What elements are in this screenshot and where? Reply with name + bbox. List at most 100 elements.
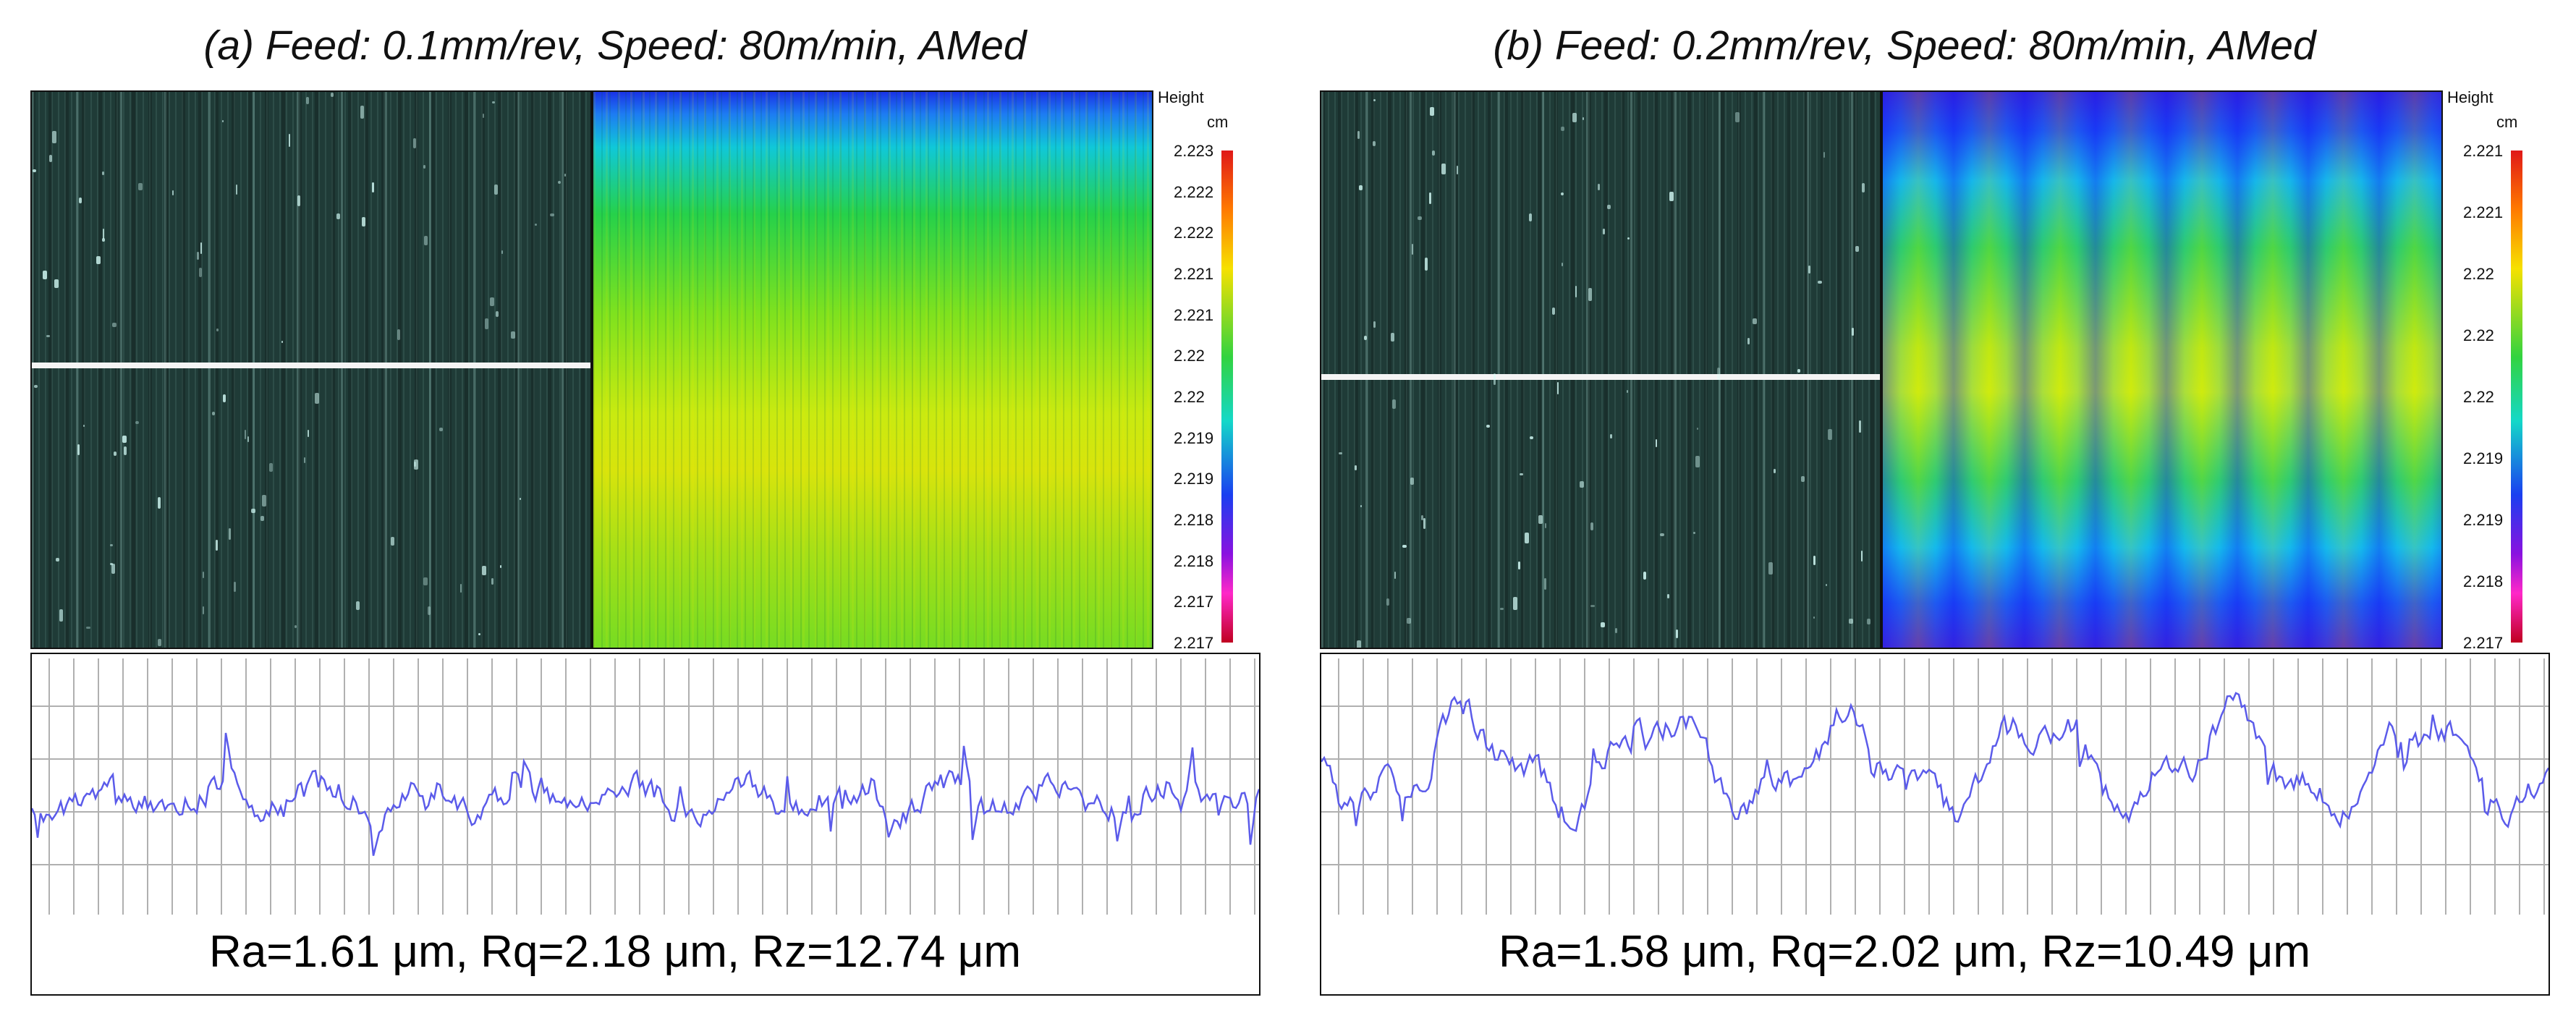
legend-tick-label: 2.218 [1174,511,1214,529]
micrograph-speck [124,446,127,455]
micrograph-speck [1867,619,1870,624]
micrograph-speck [1643,572,1646,580]
legend-tick-label: 2.219 [2463,449,2504,467]
micrograph-speck [59,609,63,622]
micrograph-speck [1402,545,1407,548]
micrograph-speck [1862,183,1865,192]
micrograph-speck [102,238,105,242]
panel-b-title: (b) Feed: 0.2mm/rev, Speed: 80m/min, AMe… [1493,22,2316,69]
micrograph-speck [397,329,400,340]
micrograph-speck [1562,263,1563,266]
micrograph-speck [216,540,218,551]
micrograph-speck [511,331,515,339]
micrograph-speck [490,297,494,306]
micrograph-speck [1607,205,1611,209]
micrograph-speck [1412,244,1413,255]
micrograph-speck [550,213,554,216]
micrograph-speck [414,459,418,470]
micrograph-speck [1392,399,1396,409]
micrograph-speck [1598,184,1600,190]
micrograph-speck [158,639,161,646]
micrograph-speck [1590,522,1593,530]
micrograph-speck [1855,246,1859,252]
micrograph-speck [122,436,127,443]
legend-tick-label: 2.22 [1174,347,1205,365]
legend-tick-label: 2.218 [1174,551,1214,570]
legend-tick-label: 2.219 [1174,470,1214,488]
micrograph-speck [1588,288,1592,301]
micrograph-speck [1441,164,1446,174]
micrograph-speck [1859,420,1861,433]
micrograph-speck [96,256,101,264]
micrograph-speck [114,452,116,456]
legend-tick-label: 2.219 [1174,428,1214,447]
micrograph-speck [1486,425,1490,428]
micrograph-speck [491,578,493,585]
micrograph-speck [1394,572,1396,579]
micrograph-speck [558,181,561,184]
micrograph-speck [103,229,104,239]
legend-tick-label: 2.221 [2463,203,2504,221]
micrograph-speck [460,584,462,593]
micrograph-speck [1357,131,1360,139]
micrograph-speck [1627,390,1628,393]
micrograph-speck [1357,640,1361,648]
micrograph-speck [110,544,113,546]
micrograph-speck [439,428,443,431]
micrograph-speck [1494,373,1496,385]
micrograph-speck [223,394,226,402]
micrograph-speck [269,463,273,472]
micrograph-speck [494,185,498,195]
micrograph-speck [1693,532,1695,534]
panel-a-height-map [592,90,1153,649]
micrograph-speck [356,601,360,610]
micrograph-speck [362,217,365,226]
micrograph-speck [260,516,264,521]
micrograph-speck [1695,456,1700,467]
micrograph-speck [315,393,319,404]
micrograph-speck [111,564,115,574]
micrograph-speck [1500,608,1504,610]
micrograph-speck [520,498,521,500]
panel-a-legend-unit: cm [1207,113,1229,131]
micrograph-speck [1421,515,1423,520]
micrograph-speck [1557,382,1559,394]
micrograph-speck [482,566,486,575]
micrograph-speck [308,430,309,437]
micrograph-speck [1603,229,1605,234]
micrograph-speck [331,93,334,97]
micrograph-speck [281,341,283,343]
legend-tick-label: 2.217 [1174,634,1214,652]
micrograph-speck [1425,258,1428,271]
micrograph-speck [1391,333,1394,342]
legend-tick-label: 2.217 [1174,593,1214,611]
micrograph-speck [43,271,47,279]
micrograph-speck [1364,336,1367,340]
micrograph-speck [1828,429,1832,440]
micrograph-speck [86,627,90,629]
micrograph-speck [1697,428,1698,430]
micrograph-speck [1826,584,1827,586]
micrograph-speck [1513,597,1517,610]
micrograph-speck [423,577,428,585]
micrograph-speck [478,633,480,635]
micrograph-speck [500,565,501,568]
micrograph-speck [1774,469,1776,473]
micrograph-speck [197,252,199,260]
micrograph-speck [1823,152,1825,158]
legend-tick-label: 2.22 [2463,388,2494,406]
panel-b-optical-micrograph [1320,90,1881,649]
panel-b: (b) Feed: 0.2mm/rev, Speed: 80m/min, AMe… [1289,0,2563,1034]
micrograph-speck [423,165,425,169]
micrograph-speck [1544,578,1546,590]
micrograph-speck [56,558,59,562]
micrograph-speck [1667,594,1669,598]
micrograph-speck [1580,481,1584,488]
micrograph-speck [1552,308,1555,315]
panel-a-optical-micrograph [30,90,592,649]
micrograph-speck [236,185,237,195]
micrograph-speck [1432,151,1435,156]
micrograph-speck [46,335,50,337]
micrograph-speck [372,182,374,192]
micrograph-speck [1429,192,1431,204]
